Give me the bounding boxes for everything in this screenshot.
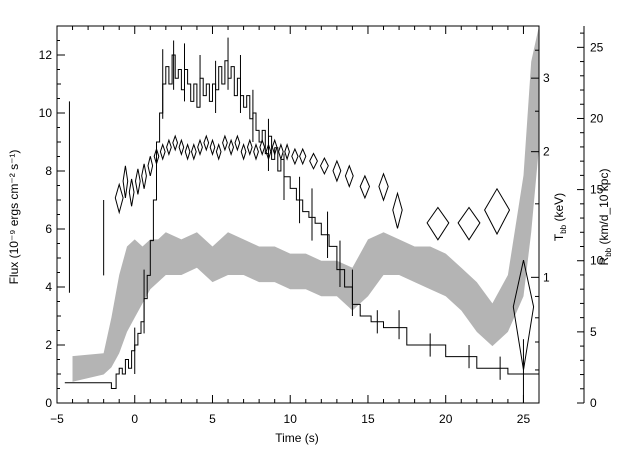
temperature-diamond [457,206,481,241]
axis-label-subscript: bb [604,247,613,256]
temperature-diamond [271,138,278,157]
temperature-diamond [246,138,253,157]
temperature-diamond [222,134,228,152]
x-tick-label: 5 [209,412,216,426]
temperature-diamond [209,138,216,157]
r-tick-label: 15 [590,183,604,197]
r-tick-label: 20 [590,111,604,125]
temperature-diamond [319,156,329,175]
temperature-diamond [197,138,203,157]
axis-label-subscript: bb [559,224,568,233]
temperature-diamond [265,143,272,161]
temperature-diamond [114,182,124,215]
temperature-diamond [128,178,135,207]
axis-label-main: R [597,256,611,265]
temperature-diamond [278,142,284,161]
x-tick-label: 20 [439,412,453,426]
temperature-diamond [284,142,290,161]
temperature-diamond [240,143,247,161]
temperature-diamond [190,143,197,161]
y-axis-label: Flux (10⁻⁹ ergs cm⁻² s⁻¹) [7,150,21,285]
temperature-diamond [378,172,389,202]
temperature-diamond [166,138,172,157]
y-tick-label: 8 [45,164,52,178]
t-tick-label: 3 [543,71,550,85]
radius-band [72,26,539,382]
y-tick-label: 6 [45,222,52,236]
x-tick-label: 0 [131,412,138,426]
y-tick-label: 12 [39,48,53,62]
y-tick-label: 4 [45,280,52,294]
y-tick-label: 0 [45,396,52,410]
x-tick-label: 10 [284,412,298,426]
t-tick-label: 2 [543,145,550,159]
flux-histogram-layer [64,37,539,403]
temperature-diamond [291,147,299,166]
temperature-diamond [134,168,141,195]
flux-histogram-line [64,54,539,389]
axis-label-main: T [552,233,566,241]
temperature-diamond [203,134,210,152]
x-tick-label: 25 [517,412,531,426]
temperature-diamond [484,187,511,236]
temperature-diamond [332,159,342,183]
temperature-diamond [359,174,371,200]
temperature-diamond [153,147,160,166]
y-tick-label: 2 [45,338,52,352]
temperature-diamond [234,134,241,152]
radius-band-layer [72,26,539,382]
axis-label-unit: (keV) [552,193,566,225]
radius-axis-label: Rbb (km/d_10 kpc) [597,169,613,266]
x-axis-label: Time (s) [275,431,319,445]
temperature-diamond [309,152,318,170]
temperature-diamond [344,164,354,188]
temperature-diamond [147,156,154,177]
temperature-diamond [392,191,403,229]
temperature-diamond [512,259,535,370]
r-tick-label: 10 [590,254,604,268]
t-tick-label: 1 [543,270,550,284]
temperature-diamond [122,165,129,198]
temperature-diamond [159,143,166,161]
r-tick-label: 25 [590,40,604,54]
temperature-axis-label: Tbb (keV) [552,193,568,241]
r-tick-label: 0 [590,396,597,410]
temperature-diamond [141,163,147,189]
temperature-diamond [259,138,266,157]
temperature-diamond-layer [114,134,535,370]
temperature-diamond [299,147,307,166]
temperature-diamond [178,138,185,157]
x-tick-label: −5 [50,412,64,426]
temperature-diamond [253,143,259,161]
x-tick-label: 15 [361,412,375,426]
temperature-diamond [215,142,222,161]
r-tick-label: 5 [590,325,597,339]
y-tick-label: 10 [39,106,53,120]
axis-label-unit: (km/d_10 kpc) [597,169,611,248]
plot-frame [56,25,540,404]
temperature-diamond [426,206,450,241]
temperature-diamond [228,138,235,157]
temperature-diamond [172,134,179,152]
temperature-diamond [184,142,191,161]
